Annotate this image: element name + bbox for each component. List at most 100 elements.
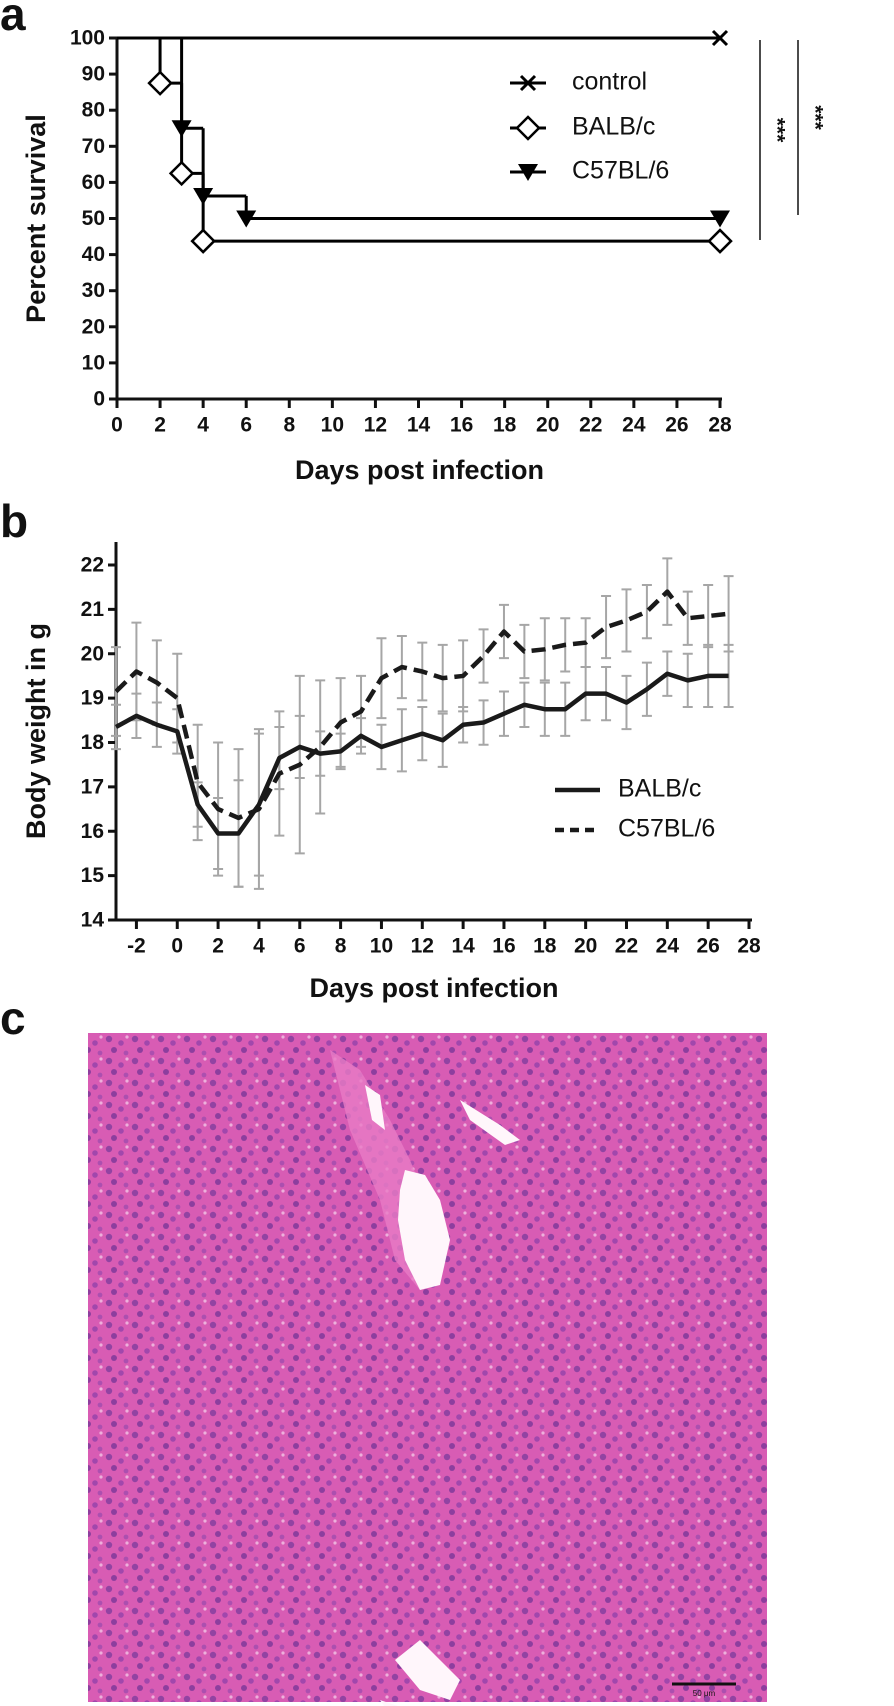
y-tick-label: 90 [82, 63, 105, 86]
x-axis-label: Days post infection [295, 455, 544, 485]
x-tick-label: 16 [492, 935, 515, 958]
y-tick-label: 40 [82, 243, 105, 266]
lumen [395, 1640, 460, 1700]
x-tick-label: 26 [665, 414, 688, 437]
marker-diamond [515, 115, 541, 141]
marker-triangle [236, 210, 257, 228]
x-tick-label: 24 [622, 414, 646, 437]
y-tick-label: 22 [81, 554, 104, 577]
y-axis-label: Percent survival [21, 114, 51, 323]
marker-diamond [707, 228, 733, 254]
series-line [114, 589, 729, 821]
x-tick-label: 28 [708, 414, 732, 437]
x-tick-label: 6 [240, 414, 252, 437]
x-tick-label: 22 [579, 414, 602, 437]
legend-label: C57BL/6 [572, 157, 669, 185]
y-tick-label: 21 [81, 598, 105, 621]
x-tick-label: 10 [321, 414, 344, 437]
histology-image: 50 μm [88, 1033, 767, 1706]
x-tick-label: 4 [253, 935, 265, 958]
x-tick-label: 20 [574, 935, 597, 958]
y-tick-label: 100 [70, 27, 105, 50]
x-tick-label: 2 [154, 414, 166, 437]
tissue-section [88, 1033, 767, 1702]
x-tick-label: 14 [407, 414, 431, 437]
marker-diamond [190, 228, 216, 254]
x-tick-label: 12 [411, 935, 434, 958]
x-tick-label: 28 [737, 935, 761, 958]
panel-label: b [0, 495, 28, 547]
x-tick-label: 10 [370, 935, 393, 958]
y-tick-label: 0 [93, 388, 105, 411]
y-tick-label: 80 [82, 99, 105, 122]
y-tick-label: 10 [82, 351, 105, 374]
y-tick-label: 14 [81, 909, 105, 932]
y-tick-label: 17 [81, 775, 104, 798]
x-tick-label: 18 [533, 935, 557, 958]
x-tick-label: 12 [364, 414, 387, 437]
x-tick-label: 18 [493, 414, 517, 437]
lumen [460, 1100, 520, 1145]
x-tick-label: 0 [171, 935, 183, 958]
y-tick-label: 15 [81, 864, 105, 887]
y-tick-label: 20 [81, 642, 104, 665]
y-tick-label: 60 [82, 171, 105, 194]
marker-diamond [168, 160, 195, 187]
marker-triangle [171, 120, 192, 138]
marker-diamond [147, 70, 173, 96]
legend-label: BALB/c [618, 775, 701, 803]
x-tick-label: 14 [451, 935, 475, 958]
legend-label: control [572, 68, 647, 96]
x-tick-label: 16 [450, 414, 473, 437]
error-bar [601, 595, 612, 660]
error-bar [641, 583, 652, 640]
x-tick-label: 8 [335, 935, 347, 958]
y-tick-label: 70 [82, 135, 105, 158]
x-tick-label: 2 [212, 935, 224, 958]
x-tick-label: 20 [536, 414, 559, 437]
error-bar [192, 723, 203, 842]
error-bar [682, 590, 693, 646]
error-bar [703, 583, 714, 649]
panel-label: a [0, 0, 26, 40]
marker-triangle [193, 187, 214, 205]
marker-triangle [518, 164, 538, 181]
x-axis-label: Days post infection [309, 973, 558, 1003]
error-bar [315, 679, 326, 815]
series-line [114, 671, 729, 836]
error-bar [723, 575, 734, 653]
significance-label: *** [765, 118, 788, 143]
x-tick-label: 0 [111, 414, 123, 437]
x-tick-label: 22 [615, 935, 638, 958]
marker-x [711, 29, 729, 47]
error-bar [478, 628, 489, 684]
x-tick-label: 24 [656, 935, 680, 958]
lumen [380, 1700, 398, 1706]
significance-label: *** [803, 105, 826, 130]
y-tick-label: 30 [82, 279, 105, 302]
error-bar [111, 646, 121, 737]
x-tick-label: 6 [294, 935, 306, 958]
x-tick-label: 26 [696, 935, 719, 958]
y-tick-label: 20 [82, 315, 105, 338]
x-tick-label: -2 [127, 935, 146, 958]
x-tick-label: 8 [283, 414, 295, 437]
y-tick-label: 50 [82, 207, 105, 230]
error-bar [621, 588, 632, 653]
marker-triangle [710, 210, 730, 228]
panel-label: c [0, 992, 26, 1044]
legend-label: C57BL/6 [618, 815, 715, 843]
y-tick-label: 18 [81, 731, 105, 754]
legend-label: BALB/c [572, 113, 655, 141]
x-tick-label: 4 [197, 414, 209, 437]
y-tick-label: 19 [81, 687, 104, 710]
scale-bar-label: 50 μm [693, 1689, 716, 1698]
marker-x [519, 74, 537, 92]
y-axis-label: Body weight in g [21, 623, 51, 839]
lumen [398, 1170, 450, 1290]
lumen [365, 1085, 385, 1130]
